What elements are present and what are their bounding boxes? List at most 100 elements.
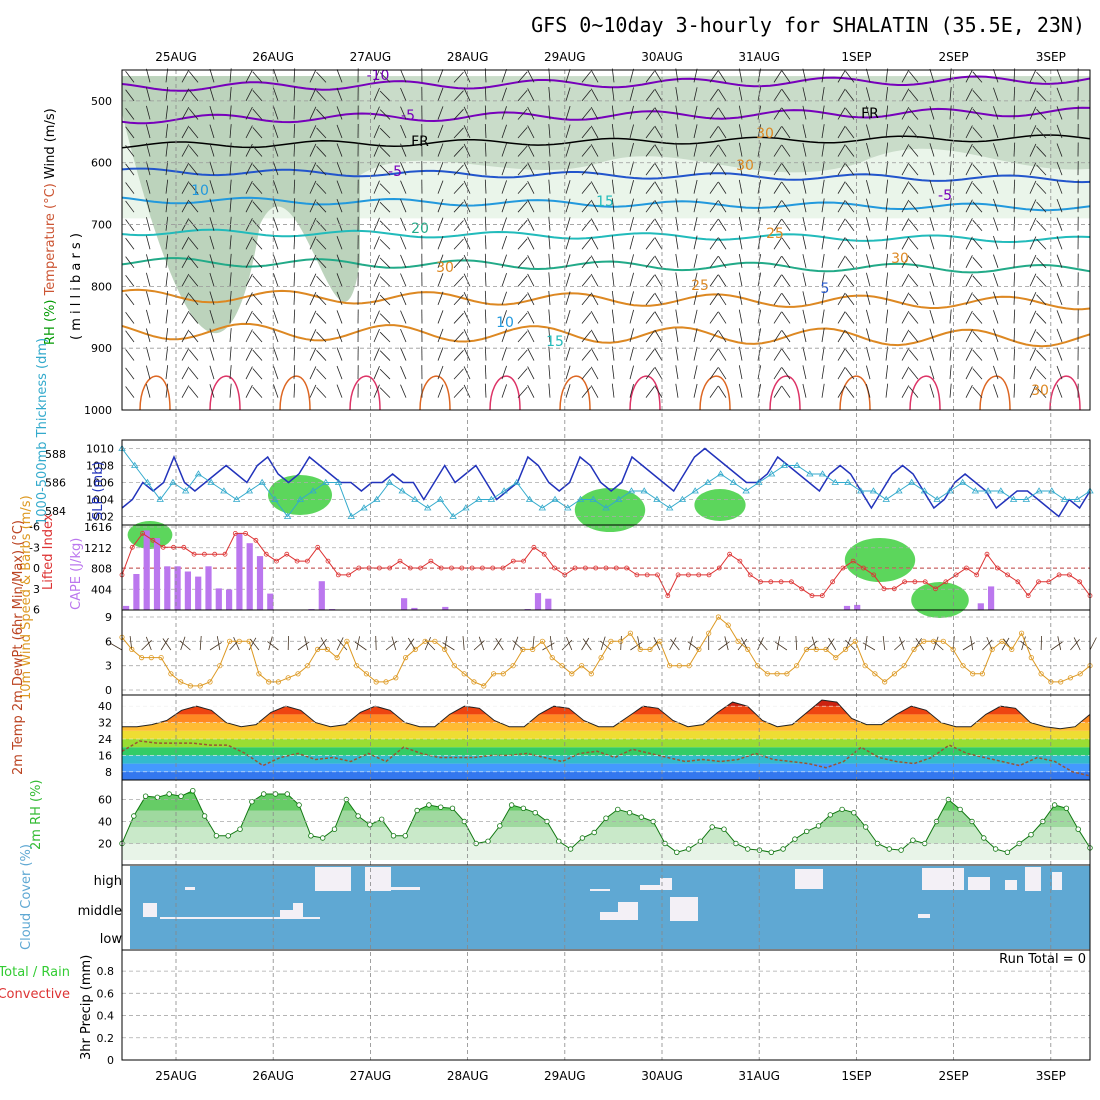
wind-barb: [181, 125, 190, 139]
wind-barb: [1029, 329, 1037, 343]
wind-barb: [146, 217, 151, 231]
wind-barb: [309, 384, 317, 398]
rh-point: [957, 806, 963, 813]
wind-barb: [125, 200, 135, 213]
wind-barb: [548, 346, 551, 361]
wind-barb: [336, 291, 343, 306]
li-point: [140, 531, 146, 536]
wind-barb: [501, 384, 507, 398]
thk-y-tick: 588: [45, 448, 66, 461]
wind-barb-10m: [233, 637, 240, 651]
t2m-y-tick: 8: [105, 766, 112, 779]
t2m-band: [122, 771, 1090, 780]
wind-barb-10m: [320, 637, 328, 651]
wind-barb: [453, 294, 464, 306]
wind-barb: [709, 348, 719, 361]
surface-isotherm-line: [909, 375, 941, 411]
wind-barb: [965, 310, 973, 324]
wind-barb: [901, 366, 910, 380]
wind-barb: [1036, 164, 1047, 176]
wind-barb: [229, 105, 232, 120]
cloud-block: [590, 889, 610, 891]
wind-barb: [1056, 236, 1063, 250]
wind-barb: [379, 239, 391, 250]
wind-barb: [1029, 69, 1037, 83]
wind-barb: [675, 253, 679, 268]
li-point: [716, 565, 722, 571]
wind-barb: [908, 163, 919, 176]
wind-barb: [802, 309, 807, 324]
wind-barb: [709, 144, 719, 157]
rh-point: [981, 835, 987, 841]
wind-barb: [581, 256, 592, 269]
wind-barb: [1013, 68, 1016, 83]
wind-barb: [972, 145, 983, 157]
cloud-block: [280, 910, 298, 917]
wind-barb: [252, 145, 263, 157]
t2m-y-label: 2m Temp 2m DewPt (6hr Min/Max) (°C): [11, 520, 26, 775]
contour-label: 30: [1031, 383, 1049, 399]
wind-barb-10m: [375, 635, 377, 651]
wind-barb: [972, 349, 983, 361]
isotherm-line: [121, 106, 1091, 125]
rh-moist-blob: [694, 489, 746, 521]
wind-barb: [611, 68, 615, 83]
wind-y-tick: 0: [105, 684, 112, 697]
wind-barb: [837, 329, 846, 343]
top-date-label: 27AUG: [350, 50, 392, 64]
cloud-y-label: Cloud Cover (%): [19, 844, 34, 950]
wind-barb: [929, 180, 935, 194]
wind-barb: [821, 68, 825, 83]
wind-barb: [718, 144, 727, 157]
wind-barb: [718, 292, 727, 306]
wind-barb-10m: [442, 642, 455, 651]
wind-barb: [188, 89, 199, 102]
cape-bar: [534, 593, 542, 610]
wind-barb: [972, 71, 983, 83]
wind-barb: [1013, 216, 1016, 231]
wind-barb: [316, 294, 327, 306]
wind-barb: [675, 328, 679, 343]
li-point: [274, 558, 279, 564]
wind-barb: [757, 291, 762, 305]
wind-barb: [229, 365, 232, 380]
wind-barb: [773, 385, 782, 398]
wind-barb: [453, 387, 464, 398]
wind-barb: [837, 311, 846, 324]
wind-barb: [929, 161, 935, 176]
wind-barb-10m: [1057, 636, 1062, 651]
wind-barb: [316, 275, 327, 287]
wind-barb: [629, 235, 634, 250]
wind-barb: [165, 161, 169, 176]
wind-barb-10m: [882, 636, 886, 651]
wind-barb: [309, 292, 317, 306]
cape-bar: [143, 530, 150, 610]
wind-barb: [379, 331, 391, 343]
rh-point: [520, 805, 527, 811]
wind-barb: [590, 181, 599, 194]
wind-barb: [273, 143, 279, 157]
wind-barb: [527, 143, 535, 157]
wind-barb: [527, 69, 535, 83]
wind-barb: [181, 292, 190, 306]
wind-barb: [1029, 254, 1037, 268]
wind-barb: [1056, 291, 1063, 306]
wind-barb: [1013, 346, 1016, 361]
rh-y-tick: 40: [98, 816, 112, 829]
wind-barb: [517, 331, 528, 343]
wind-barb: [709, 126, 719, 139]
wind-barb: [908, 293, 919, 306]
wind-barb: [165, 328, 169, 343]
wind-barb: [316, 220, 327, 231]
rh-point: [591, 829, 597, 836]
wind-barb: [972, 368, 983, 380]
wind-barb: [901, 273, 910, 287]
ua-y-tick: 1000: [84, 404, 112, 417]
slp-y-tick: 1004: [86, 494, 114, 507]
wind-barb: [400, 384, 407, 398]
li-point: [953, 572, 959, 578]
wind-barb: [693, 105, 698, 120]
li-point: [284, 551, 290, 557]
rh-point: [497, 823, 503, 829]
cape-y-tick: 1616: [84, 521, 112, 534]
